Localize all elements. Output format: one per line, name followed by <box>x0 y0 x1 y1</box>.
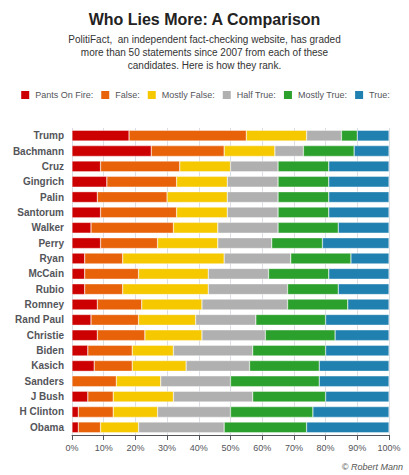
svg-text:candidates. Here is how they r: candidates. Here is how they rank. <box>128 60 281 71</box>
svg-text:Trump: Trump <box>33 130 64 141</box>
svg-text:Gingrich: Gingrich <box>23 176 64 187</box>
svg-text:Mostly False:: Mostly False: <box>162 90 215 100</box>
svg-text:Perry: Perry <box>38 238 64 249</box>
svg-text:70%: 70% <box>285 443 303 453</box>
svg-text:H Clinton: H Clinton <box>20 406 64 417</box>
svg-text:Ryan: Ryan <box>40 253 64 264</box>
svg-text:Romney: Romney <box>25 299 65 310</box>
svg-text:20%: 20% <box>126 443 144 453</box>
svg-text:Mostly True:: Mostly True: <box>298 90 347 100</box>
svg-text:Obama: Obama <box>30 422 64 433</box>
svg-text:McCain: McCain <box>28 268 64 279</box>
svg-text:Walker: Walker <box>32 222 65 233</box>
svg-text:Christie: Christie <box>27 330 65 341</box>
svg-text:Who Lies More: A Comparison: Who Lies More: A Comparison <box>89 11 321 28</box>
svg-text:90%: 90% <box>348 443 366 453</box>
svg-text:Rubio: Rubio <box>36 284 64 295</box>
svg-text:more than 50 statements since: more than 50 statements since 2007 from … <box>81 47 329 58</box>
svg-text:40%: 40% <box>190 443 208 453</box>
svg-text:Kasich: Kasich <box>31 360 64 371</box>
svg-text:100%: 100% <box>377 443 400 453</box>
svg-text:Half True:: Half True: <box>237 90 276 100</box>
svg-text:Biden: Biden <box>36 345 64 356</box>
svg-text:30%: 30% <box>158 443 176 453</box>
svg-text:J Bush: J Bush <box>31 391 64 402</box>
svg-text:True:: True: <box>369 90 390 100</box>
svg-text:Pants On Fire:: Pants On Fire: <box>35 90 93 100</box>
svg-text:Sanders: Sanders <box>25 376 65 387</box>
svg-text:Santorum: Santorum <box>17 207 64 218</box>
svg-text:PolitiFact, an independent fa: PolitiFact, an independent fact-checking… <box>68 34 340 45</box>
svg-text:60%: 60% <box>253 443 271 453</box>
svg-text:Bachmann: Bachmann <box>13 146 64 157</box>
svg-text:Rand Paul: Rand Paul <box>15 314 64 325</box>
svg-text:10%: 10% <box>95 443 113 453</box>
svg-text:Cruz: Cruz <box>42 161 64 172</box>
svg-text:50%: 50% <box>221 443 239 453</box>
svg-text:© Robert Mann: © Robert Mann <box>342 462 403 472</box>
svg-text:80%: 80% <box>317 443 335 453</box>
svg-text:Palin: Palin <box>40 192 64 203</box>
svg-text:False:: False: <box>115 90 140 100</box>
svg-text:0%: 0% <box>65 443 78 453</box>
